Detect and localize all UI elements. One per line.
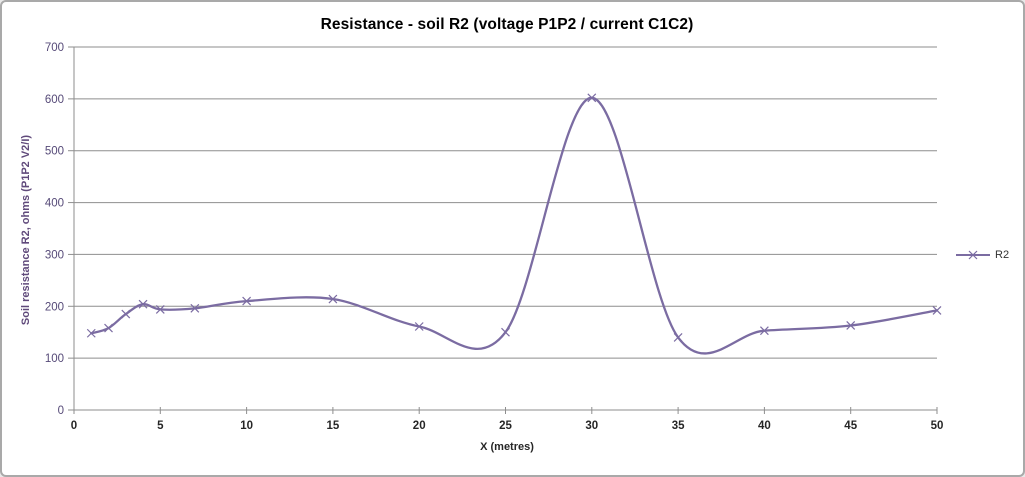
y-tick-label: 300 — [45, 249, 64, 261]
y-axis-title: Soil resistance R2, ohms (P1P2 V2/I) — [20, 134, 32, 326]
x-tick-label: 50 — [931, 420, 944, 432]
legend-series-marker-icon — [956, 250, 990, 260]
x-tick-label: 20 — [413, 420, 426, 432]
legend-label: R2 — [995, 249, 1010, 261]
x-tick-label: 0 — [71, 420, 77, 432]
gridlines — [74, 46, 937, 411]
x-tick-label: 30 — [585, 420, 598, 432]
y-tick-label: 0 — [58, 405, 64, 417]
y-tick-label: 100 — [45, 353, 64, 365]
series-r2-line — [90, 96, 939, 355]
x-tick-label: 40 — [758, 420, 771, 432]
y-tick-label: 200 — [45, 301, 64, 313]
y-axis-ticks: 0 100 200 300 400 500 600 700 — [45, 42, 74, 417]
y-tick-label: 700 — [45, 42, 64, 54]
x-tick-label: 5 — [157, 420, 164, 432]
x-tick-label: 35 — [672, 420, 685, 432]
x-tick-label: 15 — [327, 420, 340, 432]
x-tick-label: 45 — [844, 420, 857, 432]
chart-title: Resistance - soil R2 (voltage P1P2 / cur… — [320, 16, 694, 33]
y-tick-label: 600 — [45, 94, 64, 106]
axes — [73, 47, 937, 414]
x-axis-ticks: 0 5 10 15 20 25 30 35 40 45 50 — [71, 407, 944, 432]
x-tick-label: 10 — [240, 420, 253, 432]
series-r2-markers — [86, 93, 942, 342]
x-axis-title: X (metres) — [480, 441, 534, 453]
legend: R2 — [955, 249, 1009, 261]
y-tick-label: 400 — [45, 198, 64, 210]
x-tick-label: 25 — [499, 420, 512, 432]
y-tick-label: 500 — [45, 146, 64, 158]
